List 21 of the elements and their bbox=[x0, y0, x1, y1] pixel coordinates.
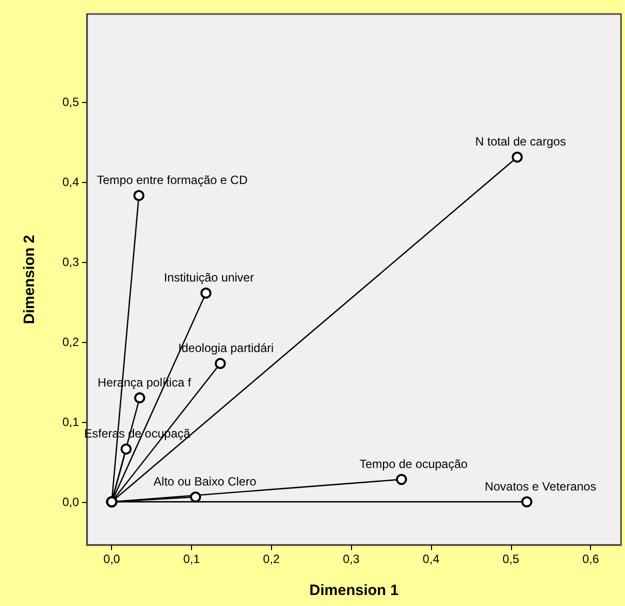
y-axis-title: Dimension 2 bbox=[21, 234, 38, 324]
x-tick-label: 0,1 bbox=[183, 552, 200, 566]
x-axis-title: Dimension 1 bbox=[309, 582, 399, 599]
series-label: Instituição univer bbox=[164, 270, 254, 285]
series-label: Alto ou Baixo Clero bbox=[154, 474, 257, 489]
series-label: Tempo de ocupação bbox=[359, 456, 468, 471]
x-tick-label: 0,3 bbox=[342, 552, 360, 566]
x-tick-label: 0,0 bbox=[103, 552, 120, 566]
y-tick-label: 0,5 bbox=[62, 94, 80, 109]
y-tick-label: 0,4 bbox=[62, 174, 80, 189]
x-tick-label: 0,6 bbox=[582, 552, 600, 566]
y-tick-label: 0,0 bbox=[62, 494, 80, 509]
series-label: N total de cargos bbox=[475, 134, 566, 149]
y-tick-label: 0,1 bbox=[62, 414, 80, 429]
series-label: Novatos e Veteranos bbox=[484, 479, 596, 494]
x-tick-label: 0,2 bbox=[263, 552, 280, 566]
y-tick-label: 0,3 bbox=[62, 254, 80, 269]
y-tick-label: 0,2 bbox=[62, 334, 80, 349]
legend-label: Tempo entre formação e CD bbox=[96, 173, 248, 188]
x-tick-label: 0,5 bbox=[502, 552, 520, 566]
x-tick-label: 0,4 bbox=[422, 552, 440, 566]
